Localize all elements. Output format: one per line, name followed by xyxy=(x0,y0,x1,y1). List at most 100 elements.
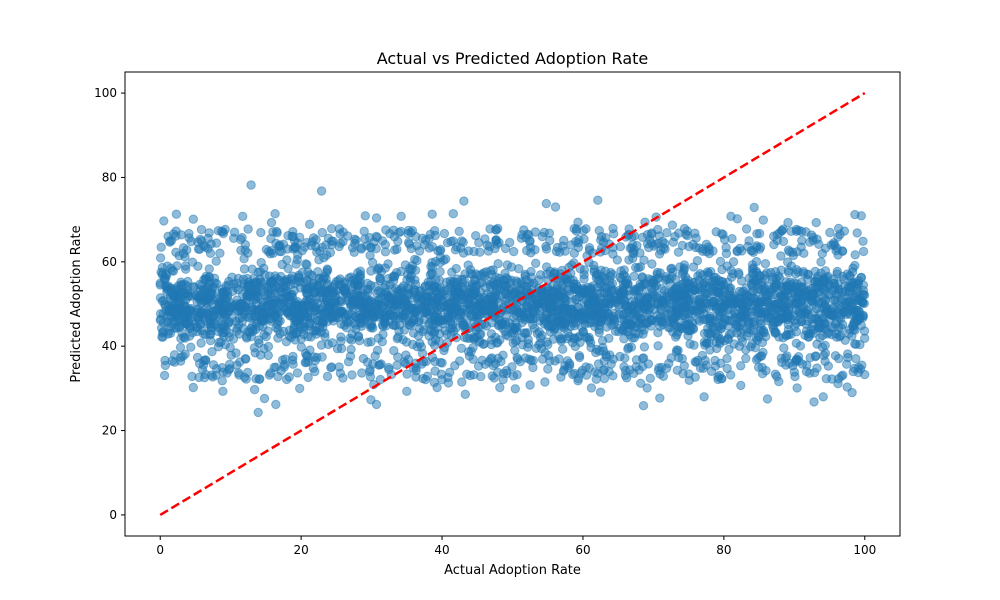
scatter-point xyxy=(717,374,727,384)
scatter-point xyxy=(690,285,700,295)
scatter-point xyxy=(787,247,798,257)
scatter-point xyxy=(229,279,239,289)
scatter-point xyxy=(173,281,183,291)
x-axis-label: Actual Adoption Rate xyxy=(444,563,581,578)
scatter-point xyxy=(468,354,478,364)
scatter-point xyxy=(278,326,289,337)
scatter-point xyxy=(852,305,862,316)
scatter-point xyxy=(757,362,767,373)
scatter-point xyxy=(647,259,657,269)
x-axis-ticks: 0 20 40 60 80 100 xyxy=(156,536,876,557)
scatter-point xyxy=(219,310,229,320)
scatter-point xyxy=(377,337,387,347)
scatter-point xyxy=(314,255,324,265)
scatter-point xyxy=(266,314,276,324)
scatter-point xyxy=(323,339,333,350)
scatter-point xyxy=(805,353,815,363)
scatter-point xyxy=(171,247,181,258)
scatter-point xyxy=(620,370,631,380)
y-tick-label: 100 xyxy=(94,86,117,100)
scatter-point xyxy=(335,368,346,378)
scatter-point xyxy=(188,382,199,393)
scatter-point xyxy=(334,241,344,252)
scatter-point xyxy=(320,299,330,310)
scatter-point xyxy=(362,309,372,320)
scatter-point xyxy=(808,289,818,300)
scatter-point xyxy=(736,361,746,371)
scatter-point xyxy=(769,239,779,250)
scatter-point xyxy=(666,314,677,325)
scatter-point xyxy=(754,228,765,239)
scatter-point xyxy=(793,287,804,298)
scatter-point xyxy=(450,245,461,255)
scatter-point xyxy=(157,296,168,306)
chart-title: Actual vs Predicted Adoption Rate xyxy=(377,49,648,68)
scatter-point xyxy=(682,282,693,293)
scatter-point xyxy=(332,344,343,354)
scatter-point xyxy=(393,236,403,247)
scatter-point xyxy=(833,223,844,234)
scatter-point xyxy=(302,260,312,270)
scatter-point xyxy=(616,314,627,324)
scatter-point xyxy=(594,327,604,338)
scatter-point xyxy=(667,220,678,230)
scatter-point xyxy=(774,376,784,387)
scatter-point xyxy=(726,211,736,222)
scatter-point xyxy=(858,298,868,308)
scatter-point xyxy=(247,264,257,274)
scatter-point xyxy=(469,246,479,257)
scatter-point xyxy=(490,332,501,343)
scatter-point xyxy=(222,368,232,378)
scatter-point xyxy=(509,246,519,257)
scatter-point xyxy=(432,307,442,317)
scatter-point xyxy=(439,228,450,239)
scatter-point xyxy=(555,299,565,309)
scatter-point xyxy=(295,383,305,394)
scatter-point xyxy=(758,215,768,225)
scatter-point xyxy=(802,305,813,316)
scatter-point xyxy=(354,336,365,346)
scatter-point xyxy=(522,281,532,292)
scatter-point xyxy=(157,332,167,342)
scatter-point xyxy=(498,368,509,379)
scatter-point xyxy=(525,380,535,390)
scatter-point xyxy=(677,302,687,312)
scatter-point xyxy=(449,326,459,336)
scatter-point xyxy=(590,296,600,306)
scatter-point xyxy=(849,363,860,374)
scatter-point xyxy=(383,259,393,269)
scatter-point xyxy=(229,233,239,244)
scatter-point xyxy=(359,226,369,237)
scatter-point xyxy=(356,244,367,254)
scatter-point xyxy=(690,300,701,311)
scatter-point xyxy=(678,268,688,278)
scatter-point xyxy=(822,329,833,339)
scatter-point xyxy=(812,339,822,349)
scatter-point xyxy=(283,308,293,319)
scatter-point xyxy=(566,304,576,315)
scatter-point xyxy=(748,325,758,335)
scatter-point xyxy=(665,305,675,315)
scatter-point xyxy=(404,263,415,274)
scatter-point xyxy=(662,228,672,238)
scatter-point xyxy=(604,333,614,343)
scatter-point xyxy=(336,332,346,342)
scatter-point xyxy=(674,228,684,238)
scatter-point xyxy=(494,290,504,300)
scatter-point xyxy=(463,260,473,270)
scatter-point xyxy=(818,392,828,402)
scatter-point xyxy=(825,227,835,238)
scatter-point xyxy=(707,298,717,308)
scatter-point xyxy=(607,269,618,280)
scatter-point xyxy=(558,366,569,376)
scatter-point xyxy=(794,225,804,236)
scatter-point xyxy=(373,295,383,305)
scatter-point xyxy=(398,335,408,345)
scatter-point xyxy=(303,372,313,383)
scatter-point xyxy=(242,333,252,343)
scatter-point xyxy=(657,317,667,327)
scatter-point xyxy=(159,273,170,283)
scatter-point xyxy=(505,237,515,248)
scatter-point xyxy=(552,317,562,327)
scatter-point xyxy=(254,321,265,331)
